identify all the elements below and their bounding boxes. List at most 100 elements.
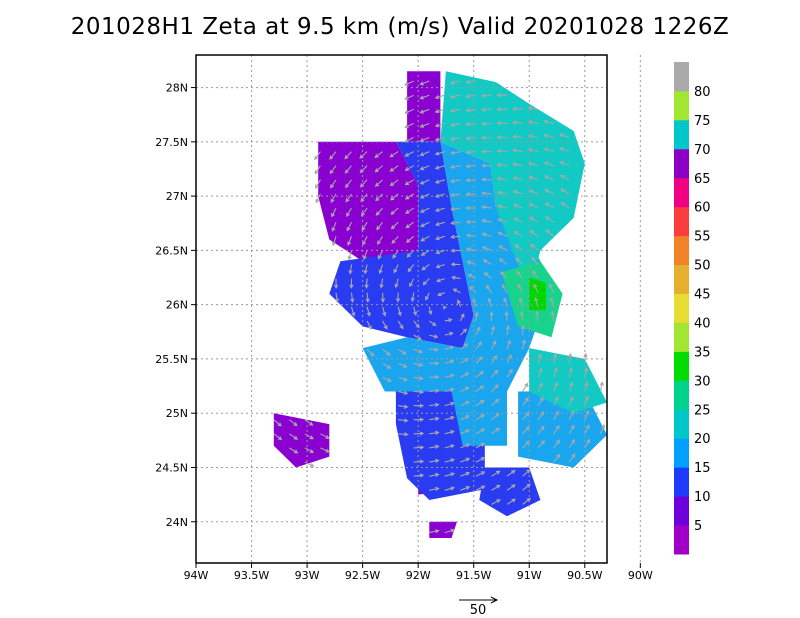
wind-vector-25 <box>350 292 355 304</box>
wind-vector-229 <box>465 164 476 169</box>
wind-vector-216 <box>475 341 483 350</box>
x-tick-label-7: 90.5W <box>567 569 602 582</box>
wind-vector-176 <box>460 485 471 491</box>
colorbar-segment-5 <box>674 380 689 410</box>
y-tick-label-1: 24.5N <box>155 461 188 474</box>
wind-vector-50 <box>382 376 392 383</box>
wind-vector-270 <box>505 324 511 336</box>
wind-vector-234 <box>465 94 476 99</box>
colorbar-label-6: 35 <box>694 345 711 360</box>
wind-vector-235 <box>465 79 476 85</box>
wind-vector-59 <box>376 236 384 245</box>
wind-vector-130 <box>425 292 430 301</box>
wind-vector-236 <box>491 499 501 505</box>
colorbar-segment-16 <box>674 62 689 92</box>
wind-vector-353 <box>543 161 554 167</box>
wind-vector-19 <box>331 207 337 218</box>
wind-vector-220 <box>469 285 477 294</box>
wind-vector-37 <box>366 320 372 331</box>
wind-vector-61 <box>375 207 384 216</box>
wind-vector-93 <box>413 376 424 381</box>
wind-vector-103 <box>405 235 415 243</box>
wind-vector-257 <box>480 177 492 182</box>
wind-vector-46 <box>360 193 368 203</box>
wind-vector-199 <box>449 164 461 170</box>
colorbar-label-5: 30 <box>694 374 711 389</box>
wind-vector-359 <box>568 424 575 435</box>
wind-vector-171 <box>434 151 445 156</box>
wind-vector-17 <box>331 236 337 247</box>
zeta-region-8 <box>479 467 541 517</box>
y-tick-label-3: 25.5N <box>155 353 188 366</box>
wind-vector-346 <box>549 296 555 307</box>
colorbar-label-9: 50 <box>694 259 711 274</box>
wind-vector-239 <box>491 427 501 435</box>
wind-vector-58 <box>377 250 384 260</box>
wind-vector-109 <box>404 151 414 157</box>
wind-vector-206 <box>475 485 486 491</box>
wind-vector-148 <box>444 472 456 477</box>
wind-vector-198 <box>450 178 461 184</box>
wind-vector-307 <box>512 189 523 195</box>
wind-vector-295 <box>522 382 529 392</box>
colorbar-label-3: 20 <box>694 432 711 447</box>
y-tick-label-5: 26.5N <box>155 244 188 257</box>
wind-vector-245 <box>491 340 497 350</box>
wind-vector-323 <box>533 283 539 293</box>
wind-vector-85 <box>389 151 399 158</box>
wind-vector-2 <box>289 447 299 454</box>
wind-vector-132 <box>421 264 430 271</box>
wind-vector-217 <box>475 326 481 336</box>
wind-vector-79 <box>391 235 399 245</box>
wind-vector-351 <box>544 189 554 195</box>
wind-vector-172 <box>434 136 445 142</box>
wind-vector-23 <box>329 151 337 160</box>
wind-vector-207 <box>475 471 486 477</box>
wind-vector-227 <box>465 192 476 197</box>
wind-vector-127 <box>429 334 439 339</box>
wind-vector-368 <box>559 161 570 167</box>
wind-vector-213 <box>475 385 485 392</box>
colorbar-segment-12 <box>674 177 689 208</box>
wind-vector-138 <box>419 179 430 185</box>
reference-vector-arrow <box>459 596 499 604</box>
wind-vector-6 <box>304 447 315 453</box>
wind-vector-158 <box>444 331 454 336</box>
wind-vector-222 <box>466 260 477 266</box>
wind-vector-35 <box>344 151 352 160</box>
wind-vector-214 <box>475 370 484 378</box>
colorbar-label-12: 65 <box>694 172 711 187</box>
wind-vector-285 <box>496 121 508 126</box>
wind-vector-362 <box>568 381 574 392</box>
wind-vector-258 <box>480 163 492 168</box>
wind-vector-282 <box>496 162 508 168</box>
wind-vector-375 <box>584 381 589 392</box>
colorbar-label-1: 10 <box>694 490 711 505</box>
wind-vector-367 <box>559 174 570 181</box>
x-tick-label-8: 90W <box>628 569 653 582</box>
zeta-region-6 <box>329 141 474 349</box>
wind-vector-82 <box>390 193 399 201</box>
wind-vector-90 <box>413 417 425 422</box>
wind-vector-232 <box>465 122 476 127</box>
wind-vector-173 <box>434 122 445 128</box>
wind-vector-329 <box>528 203 539 209</box>
wind-vector-209 <box>475 442 486 449</box>
y-tick-label-8: 28N <box>166 82 188 95</box>
wind-vector-187 <box>460 328 468 336</box>
wind-vector-32 <box>345 193 352 203</box>
wind-vector-224 <box>465 233 476 238</box>
wind-vector-16 <box>333 278 339 290</box>
wind-vector-305 <box>513 217 523 223</box>
wind-vector-308 <box>512 176 523 181</box>
wind-vector-372 <box>584 424 590 435</box>
wind-vector-202 <box>449 122 461 127</box>
wind-vector-105 <box>405 207 415 214</box>
wind-vector-364 <box>568 352 573 364</box>
wind-vector-18 <box>331 221 337 232</box>
wind-vector-96 <box>413 334 422 341</box>
wind-vector-177 <box>460 471 471 477</box>
wind-vector-223 <box>465 247 477 252</box>
wind-vector-325 <box>531 256 539 265</box>
wind-vector-22 <box>329 165 337 175</box>
